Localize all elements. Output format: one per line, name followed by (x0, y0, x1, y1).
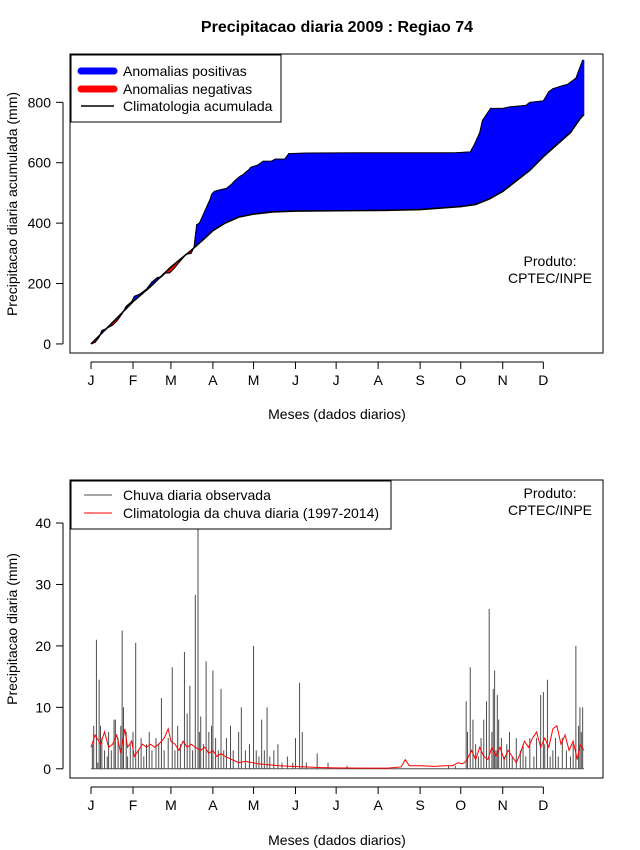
x-tick-label: D (538, 372, 548, 388)
y-tick-label: 200 (28, 276, 52, 292)
plot-frame (69, 53, 604, 354)
legend: Chuva diaria observada Climatologia da c… (70, 480, 392, 530)
x-tick-label: A (373, 797, 383, 813)
legend-label: Chuva diaria observada (123, 487, 271, 503)
x-tick-label: N (498, 372, 508, 388)
daily-chart: 0 10 20 30 40 J F M A M J J A S O N D Meses (dados diar… (4, 479, 604, 848)
product-annotation: Produto: (524, 253, 577, 269)
x-tick-label: S (415, 372, 424, 388)
y-tick-label: 30 (35, 576, 51, 592)
x-tick-label: D (538, 797, 548, 813)
x-tick-label: J (88, 372, 95, 388)
x-tick-label: F (129, 797, 138, 813)
product-annotation: Produto: (524, 485, 577, 501)
x-tick-label: M (165, 372, 177, 388)
x-tick-label: J (292, 797, 299, 813)
x-tick-label: J (88, 797, 95, 813)
x-tick-label: M (248, 372, 260, 388)
legend-label: Climatologia acumulada (123, 98, 273, 114)
y-tick-label: 600 (28, 155, 52, 171)
x-axis-label: Meses (dados diarios) (268, 406, 406, 422)
product-annotation: CPTEC/INPE (508, 270, 592, 286)
x-tick-label: F (129, 372, 138, 388)
y-tick-label: 40 (35, 515, 51, 531)
cumulative-chart: 0 200 400 600 800 J F M A M J J A S O N D Meses (dados … (4, 53, 604, 422)
y-tick-label: 20 (35, 638, 51, 654)
figure-title: Precipitacao diaria 2009 : Regiao 74 (201, 19, 473, 36)
x-tick-label: A (208, 372, 218, 388)
x-tick-label: J (333, 372, 340, 388)
legend-label: Climatologia da chuva diaria (1997-2014) (123, 505, 379, 521)
anomaly-segment (582, 59, 585, 117)
x-tick-label: S (415, 797, 424, 813)
y-tick-label: 0 (43, 336, 51, 352)
x-tick-label: A (373, 372, 383, 388)
y-axis: 0 200 400 600 800 (28, 94, 64, 352)
observed-daily-spikes (91, 516, 584, 770)
x-axis-label: Meses (dados diarios) (268, 832, 406, 848)
x-tick-label: N (498, 797, 508, 813)
climatology-daily-line (90, 724, 585, 769)
x-tick-label: O (455, 797, 466, 813)
y-tick-label: 10 (35, 699, 51, 715)
product-annotation: CPTEC/INPE (508, 502, 592, 518)
x-tick-label: J (292, 372, 299, 388)
x-tick-label: J (333, 797, 340, 813)
x-tick-label: A (208, 797, 218, 813)
y-tick-label: 800 (28, 94, 52, 110)
y-axis-label: Precipitacao diaria (mm) (4, 553, 20, 705)
legend: Anomalias positivas Anomalias negativas … (70, 54, 282, 123)
x-tick-label: M (248, 797, 260, 813)
y-axis: 0 10 20 30 40 (35, 515, 64, 777)
legend-box (70, 480, 392, 530)
x-tick-label: M (165, 797, 177, 813)
legend-label: Anomalias positivas (123, 63, 247, 79)
y-tick-label: 0 (43, 761, 51, 777)
y-axis-label: Precipitacao diaria acumulada (mm) (4, 92, 20, 316)
x-tick-label: O (455, 372, 466, 388)
observed-cumulative-line (90, 59, 584, 345)
plot-frame (69, 479, 604, 779)
y-tick-label: 400 (28, 215, 52, 231)
legend-label: Anomalias negativas (123, 81, 252, 97)
